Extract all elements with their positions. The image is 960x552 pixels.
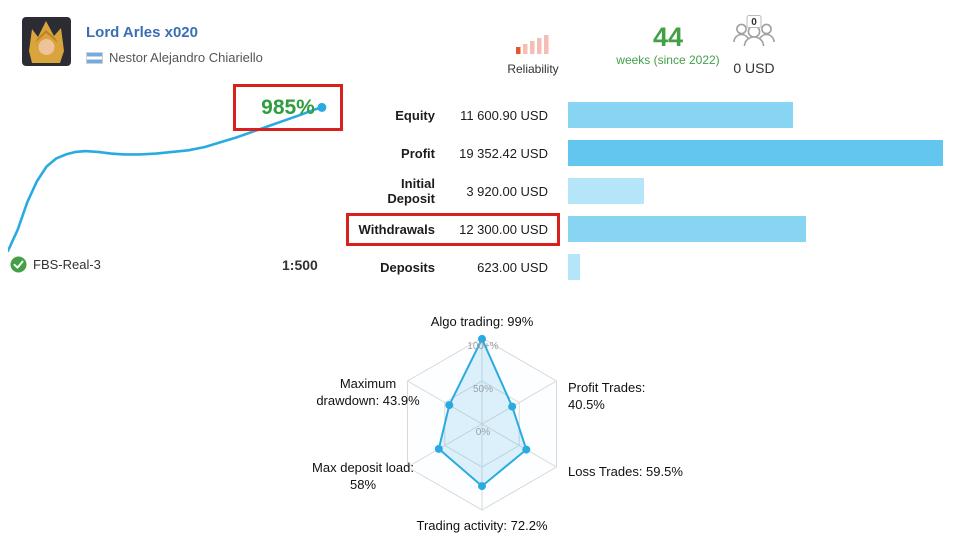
stat-bar — [568, 216, 943, 242]
radar-section: 0% 50% 100+% Algo trading: 99% Profit Trad… — [130, 312, 834, 552]
stat-value: 11 600.90 USD — [460, 107, 548, 123]
stat-row-deposits: Deposits 623.00 USD — [352, 248, 943, 286]
svg-text:100+%: 100+% — [467, 341, 499, 352]
signal-age-block: 44 weeks (since 2022) — [608, 22, 728, 67]
weeks-label: weeks (since 2022) — [616, 53, 720, 67]
argentina-flag-icon — [86, 51, 103, 64]
svg-text:50%: 50% — [473, 384, 493, 395]
radar-label-loss-trades: Loss Trades: 59.5% — [568, 464, 683, 479]
avatar-image — [22, 17, 71, 66]
stat-bar — [568, 178, 943, 204]
radar-label-algo-trading: Algo trading: 99% — [430, 314, 534, 329]
stat-value: 3 920.00 USD — [466, 183, 548, 199]
author-row: Nestor Alejandro Chiariello — [86, 50, 263, 65]
stat-row-initial-deposit: Initial Deposit 3 920.00 USD — [352, 172, 943, 210]
reliability-label: Reliability — [507, 62, 559, 76]
stat-pair: Deposits 623.00 USD — [352, 260, 548, 275]
radar-label-max-drawdown: Maximum drawdown: 43.9% — [316, 376, 420, 408]
stat-pair: Withdrawals 12 300.00 USD — [346, 212, 560, 246]
subscribers-block: 0 0 USD — [714, 15, 794, 76]
stat-row-equity: Equity 11 600.90 USD — [352, 96, 943, 134]
stat-row-withdrawals: Withdrawals 12 300.00 USD — [346, 210, 943, 248]
stat-pair: Equity 11 600.90 USD — [352, 108, 548, 123]
signal-title-link[interactable]: Lord Arles x020 — [86, 24, 198, 41]
stat-value: 19 352.42 USD — [459, 145, 548, 161]
growth-line-chart — [8, 102, 327, 253]
account-stats: Equity 11 600.90 USD Profit 19 352.42 US… — [346, 96, 943, 286]
svg-text:0%: 0% — [476, 427, 491, 438]
subscribers-icon: 0 — [733, 15, 775, 47]
reliability-bars-icon — [516, 35, 549, 54]
stat-label: Withdrawals — [358, 221, 435, 237]
stat-value: 623.00 USD — [477, 259, 548, 275]
stat-label: Deposits — [380, 259, 435, 275]
radar-label-profit-trades: Profit Trades: 40.5% — [568, 380, 646, 412]
radar-chart: 0% 50% 100+% — [407, 334, 557, 511]
reliability-block: Reliability — [498, 31, 568, 76]
radar-label-max-deposit-load: Max deposit load: 58% — [312, 460, 414, 492]
growth-chart-section: 985% FBS-Real-3 1:500 — [0, 84, 352, 280]
stat-pair: Profit 19 352.42 USD — [352, 146, 548, 161]
subscribers-funds: 0 USD — [733, 60, 775, 76]
stat-bar — [568, 140, 943, 166]
stat-label: Profit — [401, 145, 435, 161]
stat-label: Equity — [395, 107, 435, 123]
stat-row-profit: Profit 19 352.42 USD — [352, 134, 943, 172]
stat-bar — [568, 102, 943, 128]
stat-value: 12 300.00 USD — [459, 221, 548, 237]
stat-bar — [568, 254, 943, 280]
subscribers-count: 0 — [751, 17, 757, 28]
stat-pair: Initial Deposit 3 920.00 USD — [352, 176, 548, 206]
avatar[interactable] — [22, 17, 71, 66]
weeks-count: 44 — [652, 22, 684, 52]
broker-row: FBS-Real-3 — [10, 256, 101, 273]
growth-percent-annotation: 985% — [233, 84, 343, 131]
leverage-value: 1:500 — [282, 257, 318, 273]
verified-check-icon — [10, 256, 27, 273]
stat-label: Initial Deposit — [387, 176, 435, 206]
radar-label-trading-activity: Trading activity: 72.2% — [416, 518, 548, 533]
author-name: Nestor Alejandro Chiariello — [109, 50, 263, 65]
broker-name[interactable]: FBS-Real-3 — [33, 257, 101, 272]
growth-percent: 985% — [261, 95, 315, 119]
